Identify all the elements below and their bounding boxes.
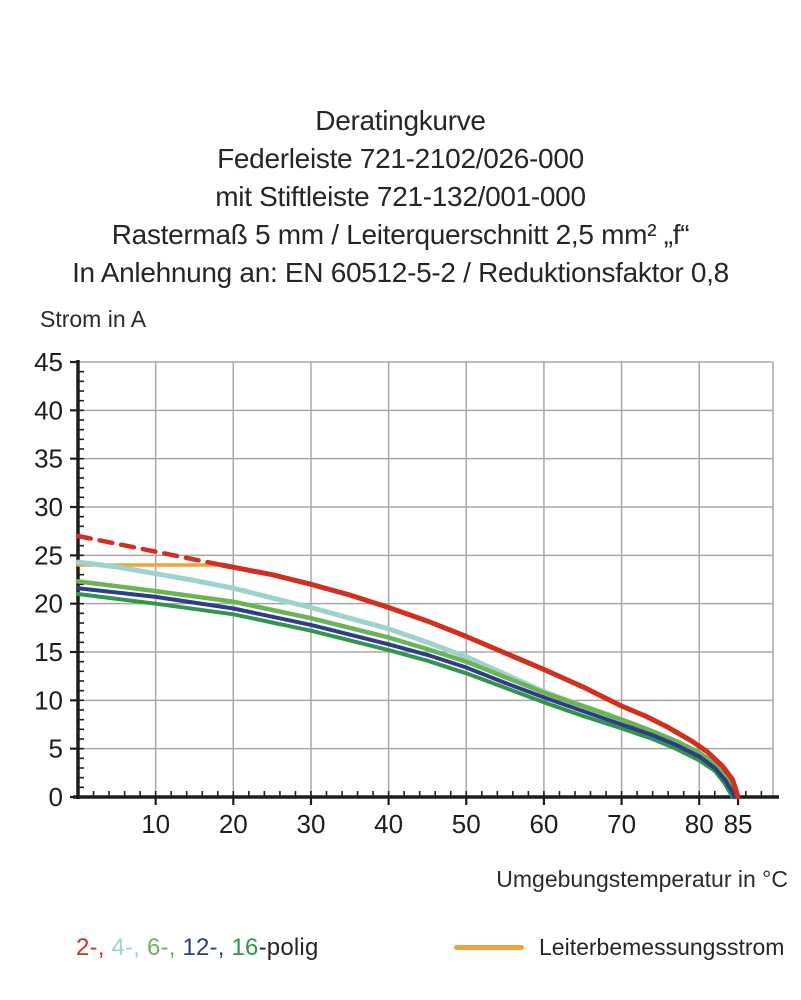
rated-current-label: Leiterbemessungsstrom: [539, 934, 785, 960]
title-line-5: In Anlehnung an: EN 60512-5-2 / Reduktio…: [72, 257, 729, 288]
y-axis-label: Strom in A: [40, 306, 147, 332]
title-line-1: Deratingkurve: [315, 105, 486, 136]
pole-legend-item: 6-,: [146, 934, 183, 961]
y-tick-label: 35: [34, 444, 63, 474]
derating-chart: 10 20 30 40 50 60 70 80 85 0 5 10 15 20 25 30 35 40 45: [34, 347, 779, 839]
pole-legend-item: 4-,: [111, 934, 147, 961]
pole-legend-item: 12-,: [182, 934, 232, 961]
y-tick-label: 25: [34, 540, 63, 570]
title-line-3: mit Stiftleiste 721-132/001-000: [215, 181, 586, 212]
poles-legend-items: 2-, 4-, 6-, 12-, 16: [76, 934, 259, 961]
y-tick-label: 40: [34, 395, 63, 425]
x-tick-label: 50: [452, 809, 481, 839]
curve-16-polig: [76, 592, 735, 799]
rated-current-swatch: [454, 945, 524, 950]
x-axis-label: Umgebungstemperatur in °C: [496, 866, 788, 892]
rated-current-legend: Leiterbemessungsstrom: [454, 934, 784, 961]
curve-2-polig-extrapoliert: [75, 533, 224, 568]
poles-legend-suffix: -polig: [258, 934, 319, 961]
title-line-4: Rastermaß 5 mm / Leiterquerschnitt 2,5 m…: [111, 219, 690, 250]
y-tick-label: 20: [34, 589, 63, 619]
x-tick-label: 60: [529, 809, 558, 839]
curve-4-polig: [75, 559, 738, 800]
x-tick-label: 85: [724, 809, 753, 839]
y-tick-label: 30: [34, 492, 63, 522]
chart-title-block: Deratingkurve Federleiste 721-2102/026-0…: [0, 102, 801, 292]
pole-legend-item: 16: [231, 934, 259, 961]
curve-12-polig: [76, 586, 737, 799]
x-tick-label: 10: [141, 809, 170, 839]
title-line-2: Federleiste 721-2102/026-000: [217, 143, 584, 174]
pole-legend-item: 2-,: [76, 934, 112, 961]
x-tick-label: 70: [607, 809, 636, 839]
y-tick-label: 15: [34, 637, 63, 667]
x-tick-label: 30: [296, 809, 325, 839]
x-tick-label: 80: [685, 809, 714, 839]
y-tick-label: 10: [34, 685, 63, 715]
y-tick-label: 5: [49, 734, 63, 764]
x-tick-label: 20: [219, 809, 248, 839]
y-tick-label: 45: [34, 347, 63, 377]
curve-2-polig: [219, 562, 741, 800]
x-tick-label: 40: [374, 809, 403, 839]
curve-6-polig: [75, 579, 738, 800]
poles-legend: 2-, 4-, 6-, 12-, 16-polig: [76, 934, 319, 962]
y-tick-label: 0: [49, 782, 63, 812]
